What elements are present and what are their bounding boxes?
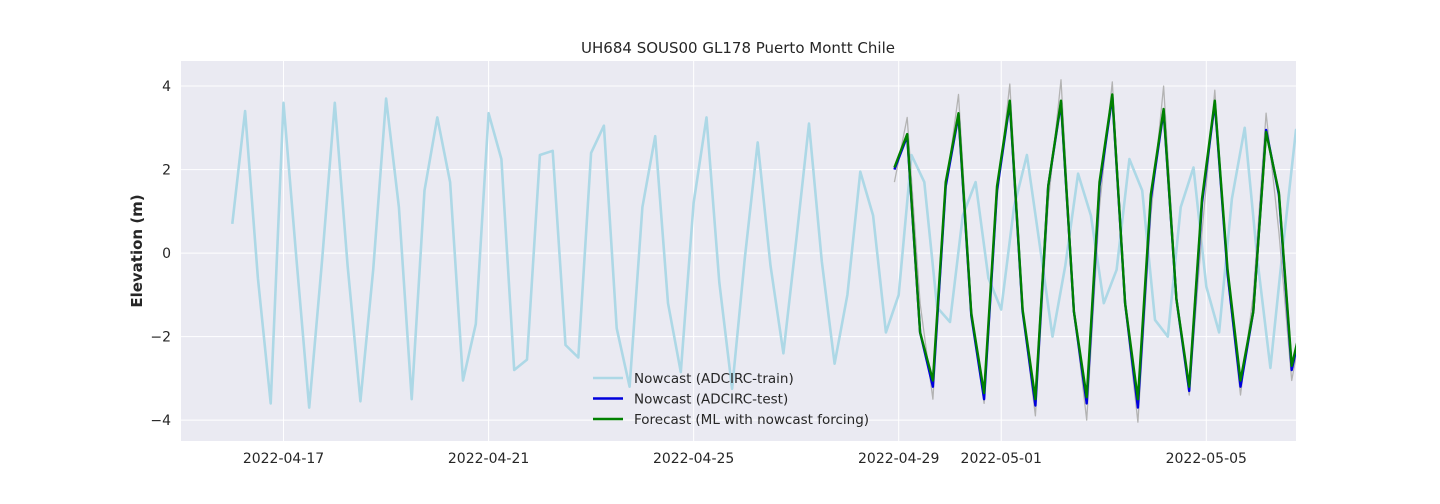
x-tick-label: 2022-04-29 bbox=[858, 451, 939, 467]
y-tick-labels: −4 −2 0 2 4 bbox=[150, 79, 171, 429]
x-tick-labels: 2022-04-17 2022-04-21 2022-04-25 2022-04-29… bbox=[243, 451, 1247, 467]
series-line-4 bbox=[893, 93, 1296, 401]
y-tick-label: 4 bbox=[162, 79, 171, 95]
series-line-1 bbox=[231, 97, 1296, 409]
legend-label: Forecast (ML with nowcast forcing) bbox=[634, 412, 869, 428]
chart-title: UH684 SOUS00 GL178 Puerto Montt Chile bbox=[581, 39, 895, 57]
legend: Nowcast (ADCIRC-train) Nowcast (ADCIRC-te… bbox=[593, 371, 869, 428]
x-tick-label: 2022-05-01 bbox=[961, 451, 1042, 467]
series-layer bbox=[231, 79, 1296, 423]
x-tick-label: 2022-04-25 bbox=[653, 451, 734, 467]
legend-label: Nowcast (ADCIRC-test) bbox=[634, 392, 788, 408]
plot-area bbox=[181, 61, 1296, 441]
y-tick-label: −4 bbox=[150, 413, 171, 429]
y-tick-label: −2 bbox=[150, 330, 171, 346]
x-tick-label: 2022-04-17 bbox=[243, 451, 324, 467]
y-axis-label: Elevation (m) bbox=[128, 194, 146, 307]
x-tick-label: 2022-04-21 bbox=[448, 451, 529, 467]
y-tick-label: 2 bbox=[162, 163, 171, 179]
legend-label: Nowcast (ADCIRC-train) bbox=[634, 371, 794, 387]
x-tick-label: 2022-05-05 bbox=[1166, 451, 1247, 467]
y-tick-label: 0 bbox=[162, 246, 171, 262]
